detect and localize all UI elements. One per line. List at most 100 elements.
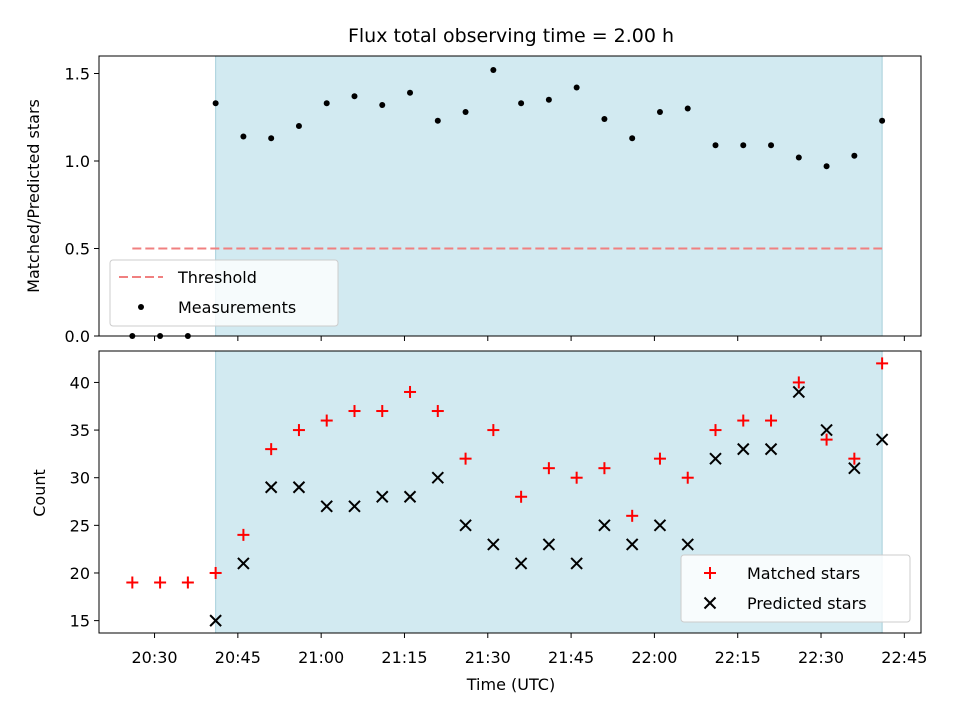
x-tick-label: 22:30 xyxy=(798,648,844,667)
matched-star-marker xyxy=(848,452,861,465)
measurement-point xyxy=(656,109,663,115)
matched-star-marker xyxy=(181,576,194,589)
matched-star-marker xyxy=(431,405,444,418)
predicted-star-marker xyxy=(459,519,472,532)
legend: Threshold Measurements xyxy=(109,259,339,327)
bottom-y-axis-label: Count xyxy=(30,469,49,517)
y-tick-label: 0.0 xyxy=(65,327,90,346)
matched-star-marker xyxy=(209,566,222,579)
matched-star-marker xyxy=(820,433,833,446)
matched-star-marker xyxy=(292,424,305,437)
x-tick-label: 22:15 xyxy=(715,648,761,667)
matched-star-marker xyxy=(348,405,361,418)
matched-star-marker xyxy=(737,414,750,427)
legend-measurement-swatch xyxy=(138,304,144,310)
measurement-point xyxy=(240,133,247,140)
predicted-star-marker xyxy=(264,481,278,494)
measurement-point xyxy=(212,100,219,107)
measurement-point xyxy=(490,67,497,73)
measurement-point xyxy=(823,163,830,170)
x-tick-label: 21:00 xyxy=(298,648,344,667)
matched-star-marker xyxy=(792,376,805,389)
legend-box xyxy=(109,259,339,327)
y-tick-label: 30 xyxy=(70,469,90,488)
predicted-star-marker xyxy=(653,519,667,532)
x-tick-label: 22:45 xyxy=(881,648,927,667)
predicted-star-marker xyxy=(209,614,222,627)
predicted-star-marker xyxy=(737,442,750,456)
x-tick-label: 22:00 xyxy=(631,648,677,667)
predicted-star-marker xyxy=(376,490,389,503)
measurement-point xyxy=(573,84,580,91)
matched-star-marker xyxy=(598,462,611,475)
bottom-panel: 20:30 20:45 21:00 21:15 21:30 21:45 22:00 22:15… xyxy=(70,350,927,667)
predicted-star-marker xyxy=(570,557,583,570)
matched-star-marker xyxy=(404,385,417,398)
matched-star-marker xyxy=(765,414,778,427)
measurement-point xyxy=(684,105,691,112)
plot-frame xyxy=(98,55,922,337)
predicted-star-marker xyxy=(848,461,861,475)
measurement-point xyxy=(268,135,275,142)
matched-star-marker xyxy=(459,452,472,465)
predicted-star-marker xyxy=(320,500,333,513)
legend-label-measurements: Measurements xyxy=(178,298,296,317)
predicted-star-marker xyxy=(764,442,778,456)
legend-label-predicted: Predicted stars xyxy=(747,594,867,613)
matched-star-marker xyxy=(126,576,139,589)
predicted-star-marker xyxy=(487,538,500,551)
predicted-star-marker xyxy=(625,538,639,551)
matched-star-marker xyxy=(570,471,583,484)
measurement-point xyxy=(879,117,886,124)
matched-star-marker xyxy=(876,357,889,370)
x-tick-label: 21:30 xyxy=(465,648,511,667)
measurement-point xyxy=(462,109,469,115)
top-y-axis-label: Matched/Predicted stars xyxy=(24,99,43,293)
y-tick-label: 15 xyxy=(70,612,90,631)
x-tick-label: 21:45 xyxy=(548,648,594,667)
legend-box xyxy=(680,554,911,623)
legend-label-matched: Matched stars xyxy=(747,564,860,583)
measurement-point xyxy=(323,100,330,107)
y-tick-label: 20 xyxy=(70,564,90,583)
chart-title: Flux total observing time = 2.00 h xyxy=(348,25,674,47)
measurement-point xyxy=(351,93,358,100)
legend: Matched stars Predicted stars xyxy=(680,554,911,623)
y-tick-label: 40 xyxy=(70,373,90,392)
predicted-star-marker xyxy=(709,452,722,465)
matched-star-marker xyxy=(681,471,694,484)
matched-star-marker xyxy=(376,405,389,418)
predicted-star-marker xyxy=(348,500,361,513)
y-tick-label: 1.5 xyxy=(65,65,90,84)
predicted-star-marker xyxy=(514,557,528,570)
predicted-star-marker xyxy=(820,423,833,437)
matched-star-marker xyxy=(320,414,333,427)
x-tick-label: 20:30 xyxy=(131,648,177,667)
predicted-star-marker xyxy=(542,538,556,551)
measurement-point xyxy=(601,116,608,122)
predicted-star-marker xyxy=(792,385,806,399)
predicted-star-marker xyxy=(598,519,611,532)
matched-star-marker xyxy=(626,509,639,522)
matched-star-marker xyxy=(515,490,528,503)
predicted-star-marker xyxy=(431,471,445,484)
measurement-point xyxy=(295,123,302,129)
legend-label-threshold: Threshold xyxy=(177,268,257,287)
matched-star-marker xyxy=(265,443,278,456)
matched-star-marker xyxy=(653,452,666,465)
plot-frame xyxy=(98,350,922,634)
measurement-point xyxy=(407,89,414,96)
predicted-star-marker xyxy=(403,490,417,503)
predicted-star-marker xyxy=(875,433,889,446)
predicted-star-marker xyxy=(681,538,694,551)
x-tick-label: 21:15 xyxy=(381,648,427,667)
x-tick-label: 20:45 xyxy=(215,648,261,667)
predicted-star-marker xyxy=(237,557,250,570)
matched-star-marker xyxy=(237,528,250,541)
x-axis-label: Time (UTC) xyxy=(466,675,555,694)
y-tick-label: 1.0 xyxy=(65,152,90,171)
measurement-point xyxy=(768,142,775,149)
measurement-point xyxy=(434,117,441,124)
measurement-point xyxy=(545,96,552,103)
